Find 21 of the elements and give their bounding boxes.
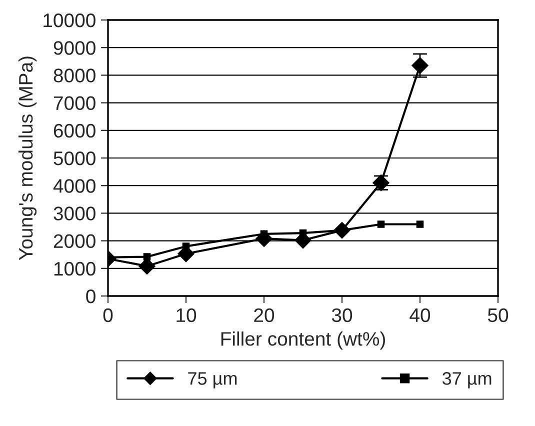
- x-tick-label: 0: [103, 308, 113, 322]
- y-tick-label: 5000: [54, 151, 96, 166]
- y-tick-label: 2000: [54, 234, 96, 248]
- y-axis-title: Young's modulus (MPa): [18, 56, 37, 260]
- y-tick-label: 7000: [54, 96, 96, 110]
- y-tick-label: 6000: [54, 124, 96, 138]
- x-axis-title: Filler content (wt%): [221, 331, 385, 350]
- y-tick-label: 1000: [54, 262, 96, 276]
- legend-label: 37 µm: [442, 372, 492, 388]
- y-tick-label: 0: [86, 289, 96, 304]
- y-tick-label: 4000: [53, 179, 96, 193]
- x-tick-label: 10: [176, 308, 196, 322]
- x-tick-label: 30: [332, 308, 352, 322]
- x-tick-label: 40: [410, 308, 430, 322]
- y-tick-label: 10000: [44, 13, 96, 28]
- y-tick-label: 3000: [54, 206, 96, 220]
- y-tick-label: 9000: [54, 41, 96, 55]
- x-tick-label: 20: [254, 308, 274, 322]
- y-tick-label: 8000: [54, 68, 96, 82]
- x-tick-label: 50: [488, 308, 508, 322]
- legend-label: 75 µm: [188, 372, 237, 388]
